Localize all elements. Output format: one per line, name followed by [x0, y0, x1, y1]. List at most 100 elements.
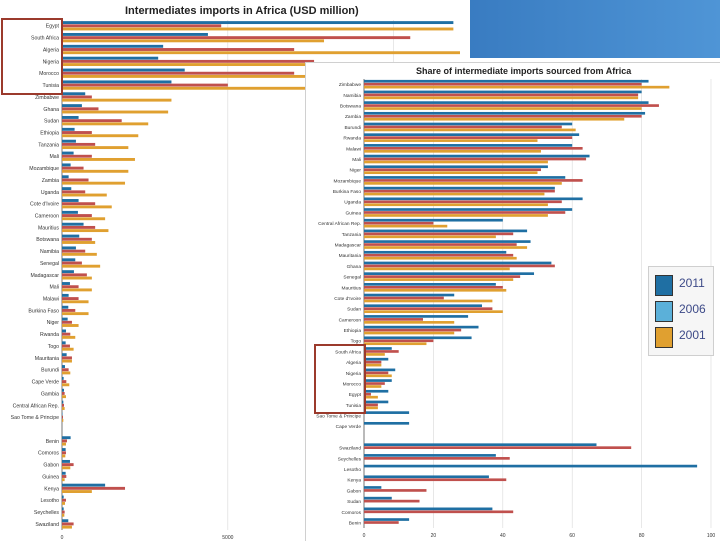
bar-2011 [364, 379, 392, 382]
bar-2006 [364, 339, 434, 343]
bar-2011 [364, 101, 649, 104]
bar-2001 [62, 501, 65, 505]
category-label: Comoros [38, 451, 59, 457]
category-label: Madagascar [335, 243, 362, 249]
bar-2006 [364, 136, 573, 139]
category-label: Niger [47, 320, 60, 326]
bar-2001 [62, 169, 129, 173]
bar-2006 [364, 457, 510, 460]
category-label: Seychelles [338, 456, 362, 462]
legend-item-2006: 2006 [655, 299, 715, 323]
bar-2006 [62, 225, 96, 229]
bar-2011 [364, 357, 389, 361]
bar-2011 [62, 495, 64, 499]
bar-2011 [364, 154, 590, 158]
category-label: Algeria [346, 360, 361, 366]
bar-2011 [62, 353, 67, 357]
bar-2006 [62, 308, 76, 312]
bar-2006 [364, 211, 566, 214]
bar-2011 [62, 400, 64, 404]
bar-2006 [62, 214, 92, 217]
bar-2011 [364, 122, 573, 126]
bar-2011 [62, 436, 71, 440]
category-label: Swaziland [339, 446, 361, 452]
bar-2001 [364, 160, 548, 164]
bar-2011 [364, 218, 503, 222]
bar-2011 [364, 208, 573, 211]
bar-2011 [364, 315, 469, 318]
bar-2001 [364, 278, 514, 281]
category-label: Sudan [44, 119, 59, 125]
bar-2001 [62, 513, 65, 517]
category-label: Malawi [346, 146, 361, 152]
category-label: Guinea [42, 474, 59, 480]
bar-2011 [62, 329, 66, 333]
bar-2001 [62, 442, 66, 446]
category-label: Gabon [347, 488, 362, 494]
bar-2001 [62, 122, 149, 126]
bar-2001 [364, 203, 548, 207]
bar-2001 [364, 246, 528, 249]
category-label: Nigeria [346, 371, 362, 377]
x-tick-label: 100 [707, 533, 716, 539]
bar-2001 [364, 310, 503, 313]
bar-2011 [62, 507, 64, 511]
category-label: Cote d'Ivoire [334, 296, 361, 302]
legend-item-2001: 2001 [655, 325, 715, 349]
bar-2001 [62, 252, 97, 256]
bar-2006 [62, 59, 315, 63]
category-label: South Africa [31, 36, 59, 42]
bar-2001 [62, 229, 109, 233]
bar-2006 [364, 499, 420, 503]
x-tick-label: 5000 [222, 535, 233, 540]
category-label: Mauritius [38, 225, 59, 231]
bar-2001 [62, 466, 71, 470]
bar-2006 [62, 332, 71, 336]
bar-2011 [364, 90, 642, 94]
bar-2011 [62, 68, 185, 72]
bar-2011 [364, 336, 472, 340]
bar-2006 [364, 521, 399, 524]
legend: 2011 2006 2001 [648, 266, 714, 356]
bar-2001 [62, 63, 460, 67]
bar-2011 [62, 199, 79, 202]
category-label: Mali [49, 154, 59, 160]
category-label: Botswana [340, 104, 361, 110]
bar-2001 [62, 478, 65, 482]
bar-2006 [364, 403, 378, 407]
chart-title: Intermediates imports in Africa (USD mil… [125, 5, 359, 17]
bar-2011 [62, 44, 164, 48]
bar-2011 [364, 133, 580, 137]
category-label: Central African Rep. [13, 403, 59, 409]
category-label: Gabon [43, 463, 59, 469]
category-label: Sao Tome & Principe [316, 414, 361, 420]
highlight-box-left [1, 18, 63, 95]
bar-2001 [62, 27, 454, 31]
x-tick-label: 80 [639, 533, 645, 539]
bar-2011 [62, 80, 172, 84]
bar-2011 [62, 365, 65, 368]
category-label: Tanzania [38, 142, 59, 148]
bar-2011 [364, 197, 583, 201]
bar-2001 [364, 128, 576, 132]
bar-2011 [364, 496, 392, 500]
bar-2006 [364, 350, 399, 353]
x-tick-label: 20 [431, 533, 437, 539]
x-tick-label: 60 [569, 533, 575, 539]
bar-2001 [62, 395, 66, 399]
bar-2011 [62, 293, 69, 297]
bar-2011 [62, 234, 80, 238]
bar-2001 [62, 98, 172, 102]
legend-swatch-2006 [655, 301, 673, 322]
x-tick-label: 0 [61, 535, 64, 540]
bar-2011 [364, 421, 410, 425]
bar-2011 [62, 448, 66, 452]
bar-2006 [62, 380, 67, 384]
category-label: Senegal [40, 261, 59, 267]
bar-2006 [364, 114, 642, 118]
legend-label-2011: 2011 [679, 276, 705, 290]
bar-2006 [62, 273, 87, 277]
bar-2006 [364, 392, 371, 396]
bar-2011 [62, 104, 82, 108]
category-label: Cameroon [339, 317, 362, 323]
